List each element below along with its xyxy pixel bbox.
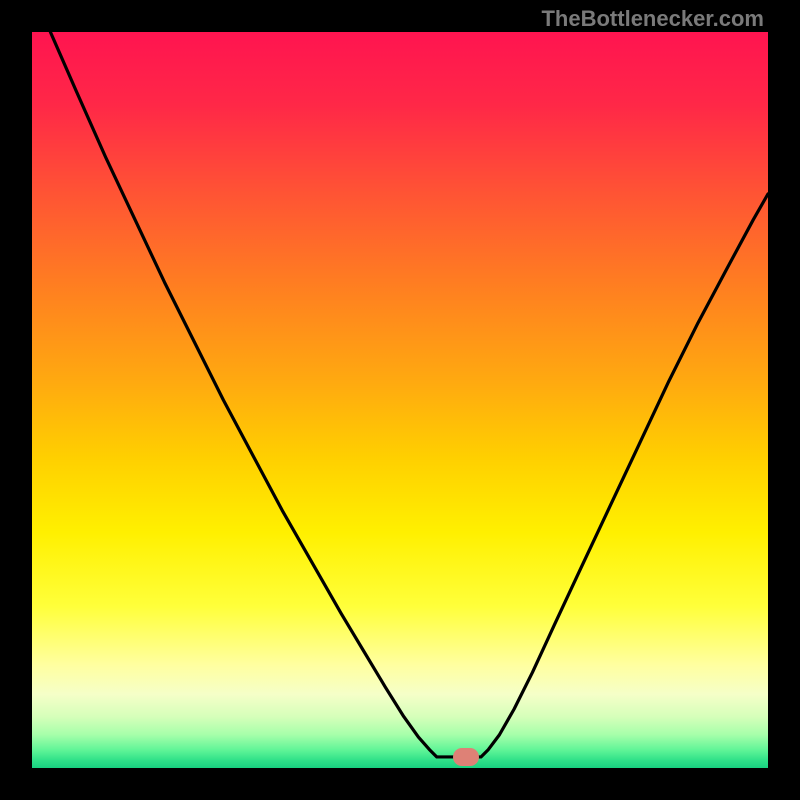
bottleneck-curve — [50, 32, 768, 757]
watermark-text: TheBottlenecker.com — [541, 6, 764, 32]
valley-marker — [453, 748, 479, 766]
plot-area — [32, 32, 768, 768]
curve-layer — [32, 32, 768, 768]
chart-container: TheBottlenecker.com — [0, 0, 800, 800]
